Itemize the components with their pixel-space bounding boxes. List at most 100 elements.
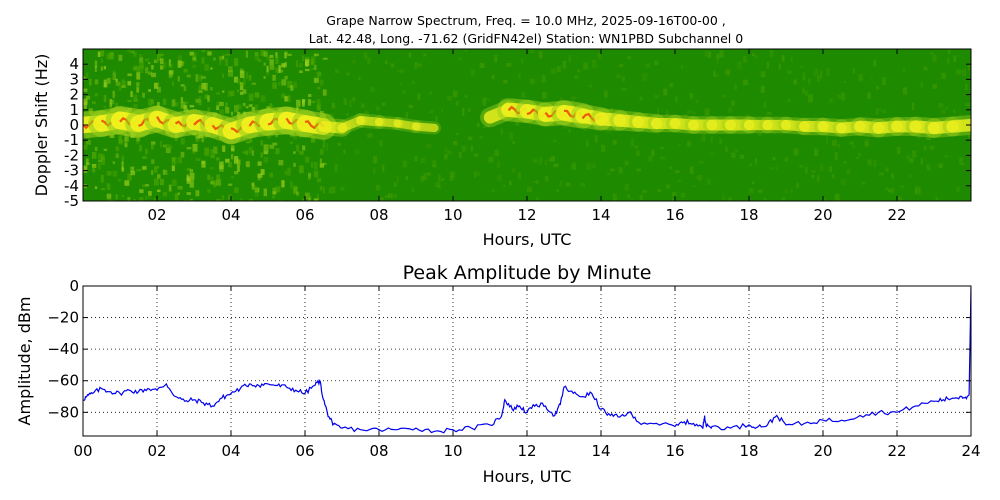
- spectrogram-noise-cell: [157, 189, 161, 193]
- spectrogram-noise-cell: [444, 153, 448, 160]
- spectrogram-noise-cell: [846, 169, 851, 175]
- spectrogram-noise-cell: [710, 135, 713, 144]
- spectrogram-noise-cell: [106, 53, 111, 60]
- spectrogram-noise-cell: [269, 103, 273, 109]
- spectrogram-noise-cell: [168, 70, 174, 75]
- spectrogram-noise-cell: [485, 120, 490, 128]
- spectrogram-noise-cell: [151, 143, 154, 150]
- spectrogram-noise-cell: [183, 86, 187, 91]
- spectrogram-noise-cell: [615, 74, 621, 79]
- spectrogram-noise-cell: [808, 94, 813, 103]
- spectrogram-noise-cell: [817, 75, 820, 82]
- spectrogram-noise-cell: [370, 133, 374, 138]
- spectrogram-noise-cell: [941, 109, 946, 115]
- spectrogram-noise-cell: [592, 163, 596, 169]
- spectrogram-noise-cell: [180, 151, 185, 158]
- spectrogram-noise-cell: [914, 186, 918, 193]
- amplitude-x-tick-label: 24: [961, 442, 980, 460]
- spectrogram-noise-cell: [124, 137, 127, 145]
- spectrogram-noise-cell: [630, 138, 634, 147]
- spectrogram-noise-cell: [352, 97, 356, 102]
- spectrogram-noise-cell: [133, 51, 137, 57]
- spectrogram-noise-cell: [852, 145, 855, 149]
- amplitude-x-tick-label: 04: [221, 442, 240, 460]
- spectrogram-noise-cell: [343, 149, 346, 155]
- spectrogram-noise-cell: [157, 86, 161, 93]
- spectrogram-noise-cell: [583, 62, 589, 70]
- spectrogram-noise-cell: [396, 175, 399, 183]
- spectrogram-noise-cell: [571, 162, 576, 170]
- spectrogram-noise-cell: [769, 50, 774, 58]
- spectrogram-noise-cell: [586, 140, 589, 147]
- spectrogram-noise-cell: [897, 147, 901, 154]
- spectrogram-noise-cell: [358, 122, 363, 128]
- spectrogram-noise-cell: [657, 189, 662, 192]
- spectrogram-noise-cell: [142, 166, 147, 170]
- spectrogram-noise-cell: [609, 168, 615, 172]
- spectrogram-noise-cell: [133, 94, 138, 99]
- spectrogram-noise-cell: [302, 55, 305, 62]
- spectrogram-noise-cell: [210, 181, 215, 185]
- spectrogram-noise-cell: [201, 134, 205, 143]
- spectrogram-noise-cell: [210, 67, 213, 70]
- spectrogram-noise-cell: [308, 175, 311, 180]
- spectrogram-noise-cell: [491, 75, 495, 80]
- spectrogram-noise-cell: [393, 194, 397, 198]
- spectrogram-noise-cell: [313, 77, 319, 83]
- spectrogram-noise-cell: [133, 104, 138, 108]
- spectrogram-noise-cell: [725, 69, 731, 76]
- spectrogram-noise-cell: [651, 150, 654, 155]
- spectrogram-noise-cell: [382, 102, 386, 106]
- spectrogram-noise-cell: [328, 113, 334, 117]
- spectrogram-noise-cell: [731, 152, 736, 158]
- spectrogram-noise-cell: [316, 178, 322, 183]
- spectrogram-noise-cell: [530, 78, 535, 84]
- spectrogram-noise-cell: [231, 90, 235, 97]
- spectrogram-noise-cell: [521, 92, 526, 98]
- spectrogram-noise-cell: [257, 173, 263, 178]
- spectrogram-noise-cell: [222, 56, 225, 59]
- spectrogram-noise-cell: [814, 148, 819, 156]
- spectrogram-noise-cell: [313, 198, 319, 201]
- spectrogram-noise-cell: [225, 107, 230, 114]
- spectrogram-noise-cell: [251, 183, 254, 187]
- amplitude-y-tick-label: −20: [47, 309, 79, 327]
- spectrogram-y-tick-label: -4: [64, 177, 79, 195]
- amplitude-x-label: Hours, UTC: [483, 467, 572, 486]
- spectrogram-y-tick-label: -5: [64, 192, 79, 210]
- spectrogram-y-tick-label: -2: [64, 146, 79, 164]
- spectrogram-noise-cell: [186, 192, 191, 195]
- spectrogram-noise-cell: [260, 95, 266, 102]
- spectrogram-noise-cell: [787, 70, 792, 74]
- spectrogram-y-tick-label: -3: [64, 162, 79, 180]
- spectrogram-noise-cell: [189, 51, 195, 56]
- spectrogram-noise-cell: [411, 187, 414, 193]
- spectrogram-noise-cell: [231, 175, 234, 179]
- spectrogram-noise-cell: [136, 72, 141, 80]
- spectrogram-noise-cell: [115, 146, 120, 152]
- spectrogram-noise-cell: [210, 87, 213, 91]
- spectrogram-noise-cell: [461, 145, 466, 152]
- spectrogram-noise-cell: [207, 174, 211, 181]
- spectrogram-noise-cell: [337, 142, 341, 146]
- spectrogram-noise-cell: [296, 144, 300, 152]
- spectrogram-noise-cell: [100, 50, 105, 57]
- spectrogram-x-tick-label: 12: [517, 206, 536, 224]
- spectrogram-noise-cell: [103, 84, 107, 88]
- spectrogram-x-tick-label: 18: [739, 206, 758, 224]
- spectrogram-noise-cell: [115, 82, 121, 86]
- spectrogram-noise-cell: [207, 189, 211, 193]
- spectrogram-noise-cell: [435, 182, 440, 187]
- spectrogram-noise-cell: [414, 62, 418, 69]
- spectrogram-noise-cell: [689, 166, 694, 174]
- spectrogram-noise-cell: [754, 55, 758, 59]
- spectrogram-noise-cell: [355, 149, 360, 155]
- spectrogram-noise-cell: [310, 58, 314, 66]
- spectrogram-noise-cell: [162, 144, 167, 148]
- spectrogram-noise-cell: [201, 82, 206, 90]
- spectrogram-noise-cell: [435, 116, 438, 121]
- spectrogram-noise-cell: [556, 66, 561, 73]
- spectrogram-noise-cell: [891, 187, 895, 194]
- spectrogram-noise-cell: [568, 128, 571, 134]
- spectrogram-noise-cell: [796, 182, 799, 188]
